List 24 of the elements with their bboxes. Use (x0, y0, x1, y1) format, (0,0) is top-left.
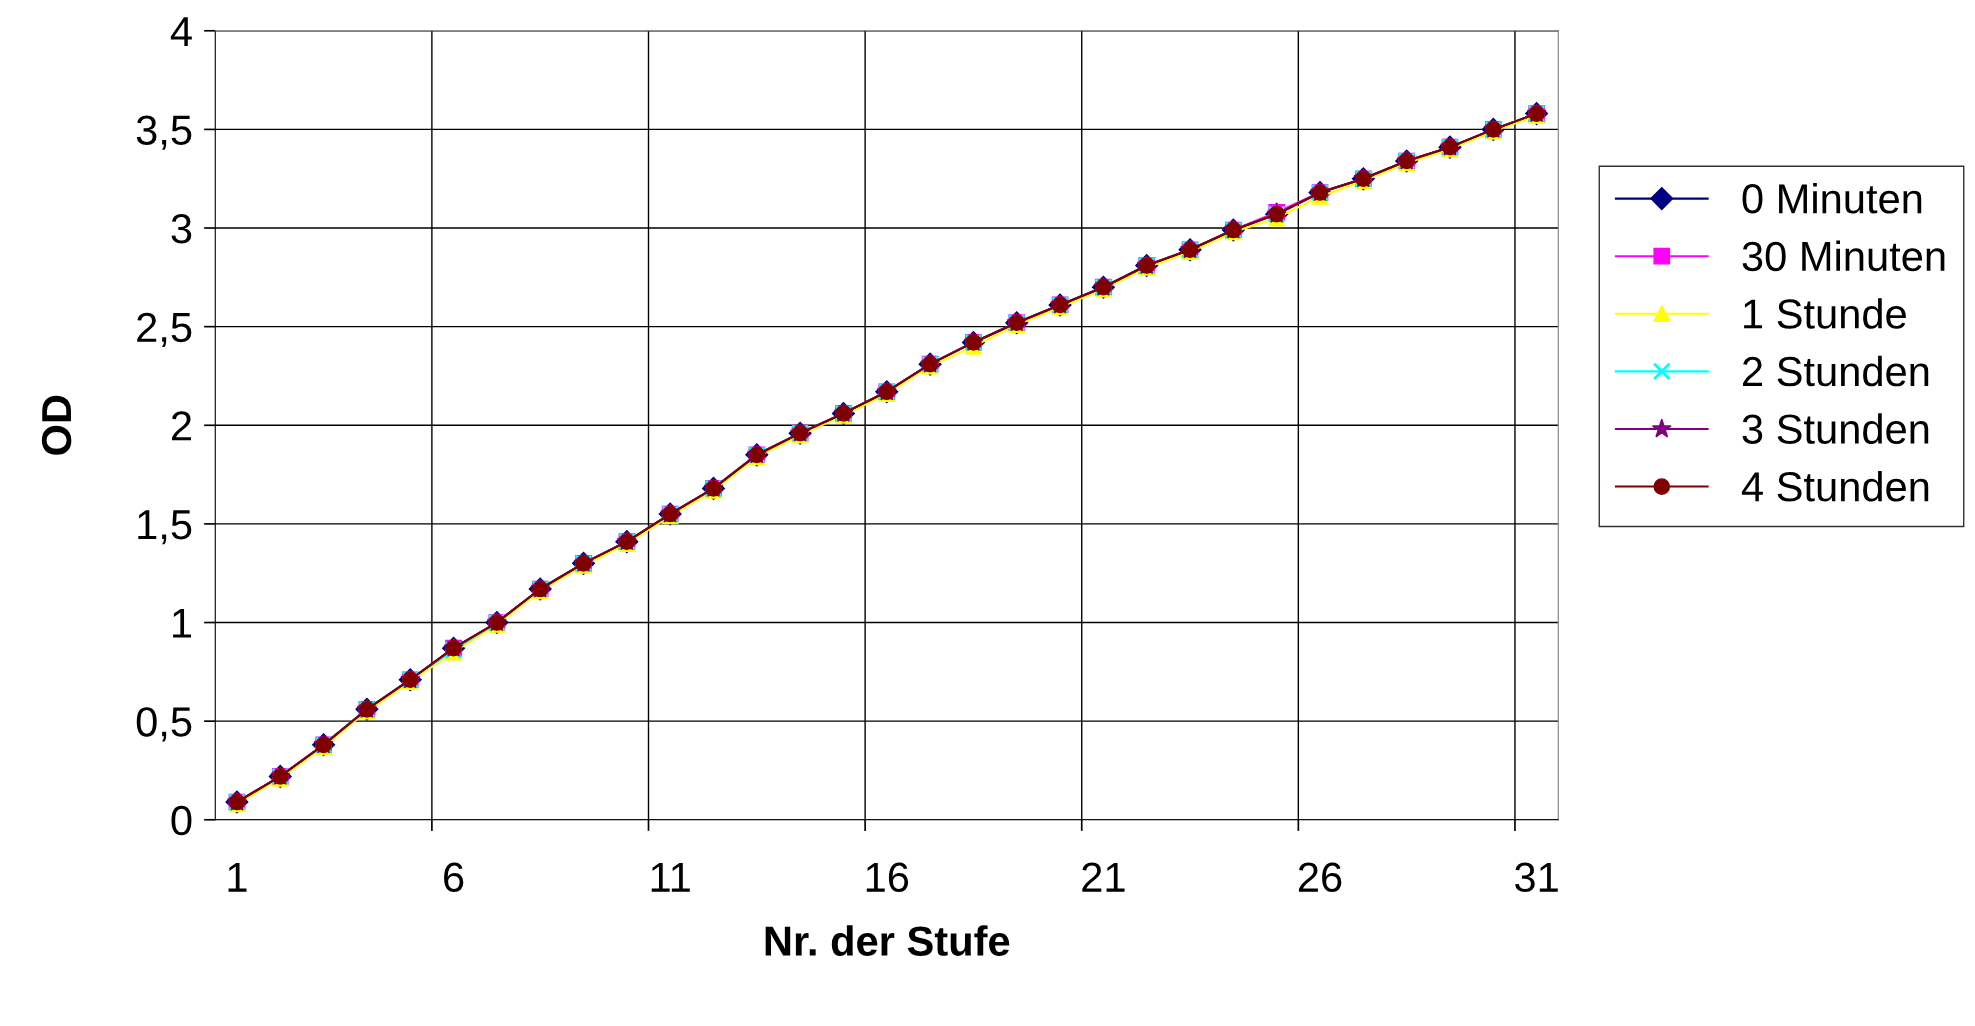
y-tick-label: 2 (171, 411, 191, 441)
y-tick-label: 4 (170, 17, 192, 46)
legend-label: 3 Stunden (1742, 413, 1929, 444)
y-axis-title: OD (41, 395, 72, 455)
y-tick-label: 1 (173, 608, 192, 638)
y-tick-label: 1,5 (138, 510, 192, 545)
x-tick-label: 26 (1298, 862, 1342, 893)
legend-label: 4 Stunden (1741, 470, 1929, 502)
x-tick-label: 16 (866, 862, 909, 893)
y-tick-label: 0 (171, 805, 192, 836)
y-tick-label: 2,5 (137, 312, 192, 348)
x-tick-label: 11 (651, 862, 690, 892)
x-tick-label: 6 (444, 862, 464, 893)
x-axis-title: Nr. der Stufe (765, 925, 1010, 956)
legend-label: 1 Stunde (1744, 298, 1906, 329)
legend-label: 0 Minuten (1742, 182, 1922, 214)
x-tick-label: 31 (1515, 862, 1558, 893)
y-tick-label: 3,5 (136, 115, 192, 150)
x-tick-label: 21 (1082, 862, 1125, 892)
y-tick-label: 0,5 (136, 707, 192, 742)
legend-label: 30 Minuten (1742, 240, 1945, 272)
x-tick-label: 1 (228, 862, 247, 892)
legend-label: 2 Stunden (1743, 355, 1929, 387)
y-tick-label: 3 (171, 214, 192, 244)
